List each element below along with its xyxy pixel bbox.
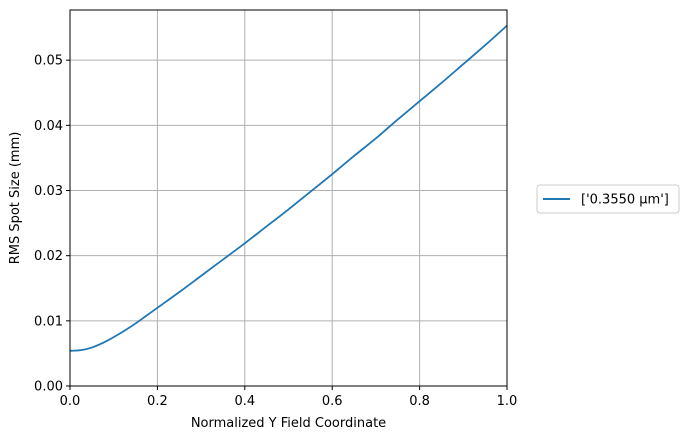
x-tick-label: 0.6 — [322, 394, 343, 409]
y-tick-label: 0.00 — [34, 380, 63, 395]
x-tick-label: 0.8 — [409, 394, 430, 409]
y-axis-label: RMS Spot Size (mm) — [8, 132, 23, 265]
y-tick-label: 0.04 — [34, 119, 63, 134]
x-tick-label: 0.0 — [60, 394, 81, 409]
axis-ticks: 0.0 0.2 0.4 0.6 0.8 1.0 0.00 0.01 0.02 0.03 0.04 0.… — [34, 54, 517, 409]
x-tick-label: 0.2 — [147, 394, 168, 409]
legend-label: ['0.3550 µm'] — [581, 193, 669, 208]
plot-frame — [69, 9, 508, 387]
x-tick-label: 1.0 — [497, 394, 518, 409]
y-tick-label: 0.02 — [34, 249, 63, 264]
y-tick-label: 0.01 — [34, 314, 63, 329]
legend: ['0.3550 µm'] — [536, 184, 680, 214]
series-line — [69, 24, 508, 352]
x-tick-label: 0.4 — [234, 394, 255, 409]
x-axis-label: Normalized Y Field Coordinate — [191, 416, 386, 431]
y-tick-label: 0.05 — [34, 54, 63, 69]
grid — [69, 10, 508, 387]
plot-lines — [69, 24, 508, 352]
legend-box — [536, 184, 680, 214]
y-tick-label: 0.03 — [34, 184, 63, 199]
